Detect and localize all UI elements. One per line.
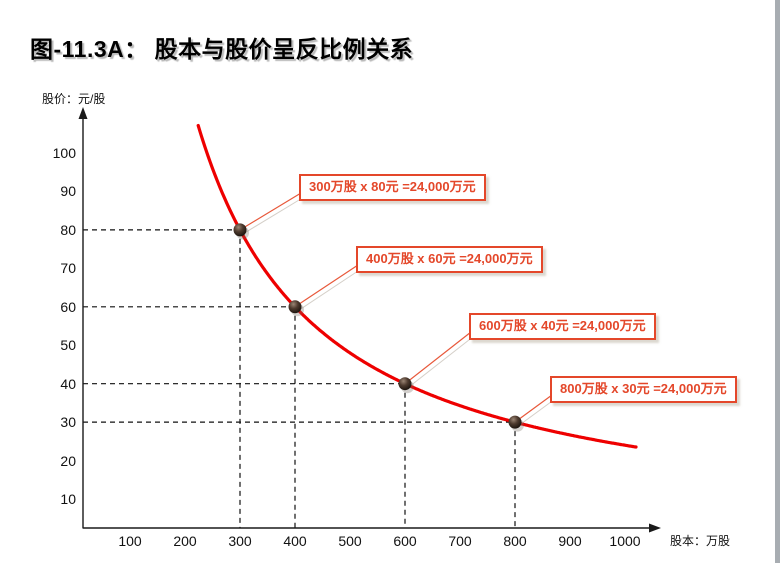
leader-line-shadow [517,398,556,427]
x-axis-title: 股本：万股 [670,534,731,548]
y-tick-label: 40 [60,375,76,392]
hyperbola-curve [196,123,638,449]
x-tick-label: 300 [228,533,252,549]
x-tick-label: 500 [338,533,362,549]
y-tick-label: 20 [60,452,76,469]
y-tick-label: 90 [60,183,76,200]
x-tick-label: 400 [283,533,307,549]
x-tick-label: 700 [448,533,472,549]
chart-title: 图-11.3A： 股本与股价呈反比例关系 [30,36,414,62]
x-tick-label: 900 [558,533,582,549]
annotation-box: 400万股 x 60元 =24,000万元 [356,246,543,273]
y-tick-label: 30 [60,414,76,431]
annotation-box: 300万股 x 80元 =24,000万元 [299,174,486,201]
data-point-marker [398,377,412,391]
leader-line-shadow [407,335,475,389]
leader-line [514,394,553,423]
x-tick-label: 800 [503,533,527,549]
y-tick-label: 60 [60,298,76,315]
x-tick-label: 1000 [609,533,641,549]
leader-line-shadow [242,196,305,235]
annotation-box: 600万股 x 40元 =24,000万元 [469,313,656,340]
data-point-marker [288,300,302,314]
scrollbar-track[interactable] [775,0,780,563]
x-axis-arrow [649,523,661,533]
leader-line [404,331,472,385]
y-tick-label: 100 [52,145,76,161]
data-point-marker [508,415,522,429]
leader-line-shadow [297,268,362,312]
y-axis-arrow [78,107,88,119]
leader-line [239,192,302,231]
y-axis-title: 股价：元/股 [42,92,106,106]
y-tick-label: 80 [60,221,76,238]
y-tick-label: 70 [60,260,76,277]
leader-line [294,264,359,308]
annotation-box: 800万股 x 30元 =24,000万元 [550,376,737,403]
data-point-marker [233,223,247,237]
y-tick-label: 10 [60,491,76,508]
x-tick-label: 600 [393,533,417,549]
x-tick-label: 200 [173,533,197,549]
x-tick-label: 100 [118,533,142,549]
y-tick-label: 50 [60,337,76,354]
